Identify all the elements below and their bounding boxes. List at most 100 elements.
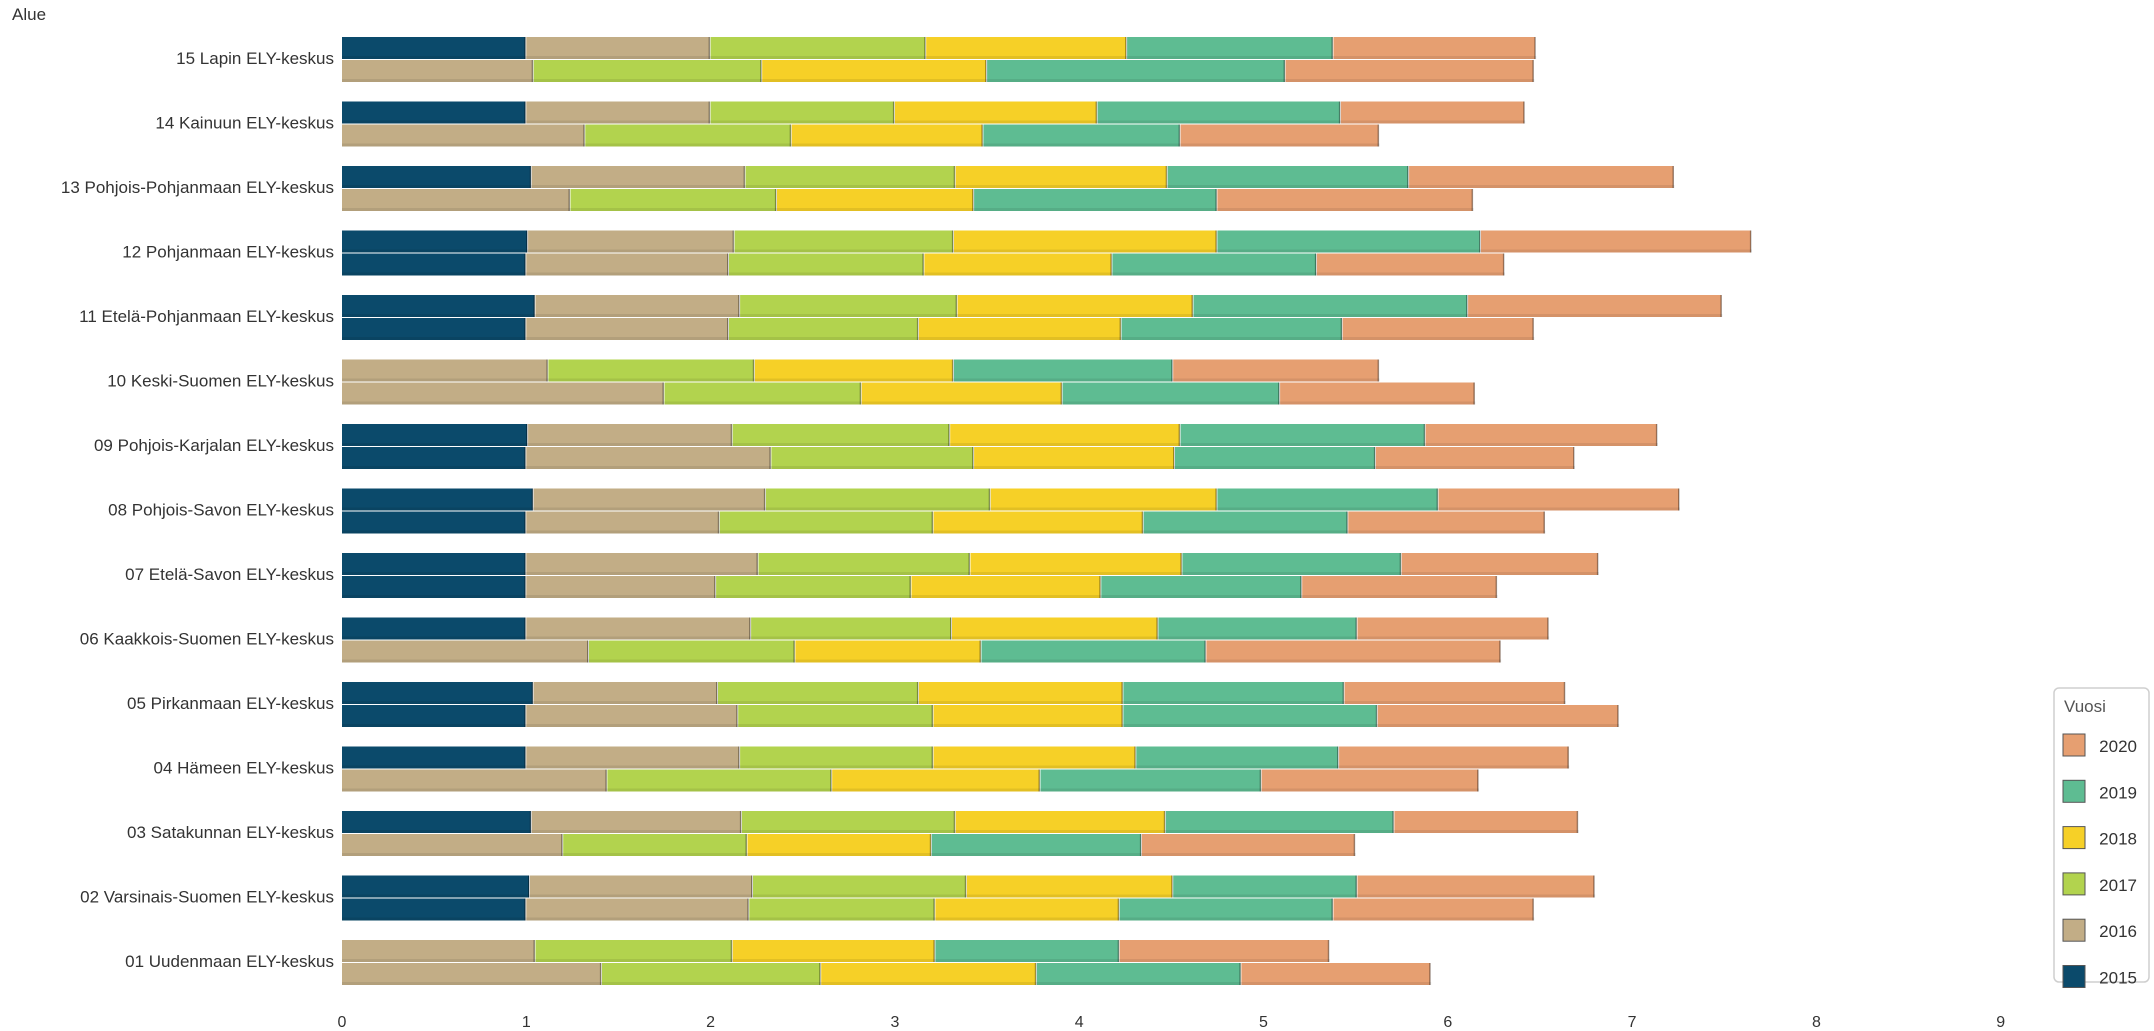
bar-segment-divider	[1436, 488, 1439, 511]
bar-segment-divider	[1543, 511, 1545, 534]
bar-shadow	[342, 337, 1535, 340]
bar-shadow	[342, 982, 1432, 985]
bar-segment-2018	[747, 834, 931, 856]
bar-segment-2016	[530, 875, 752, 898]
bar-segment-divider	[1576, 811, 1579, 833]
bar-segment-divider	[909, 576, 911, 598]
bar-shadow	[342, 572, 1599, 575]
bar-shadow	[342, 659, 1502, 663]
bar-segment-divider	[747, 898, 749, 921]
bar-segment-2018	[933, 511, 1143, 534]
bar-segment-divider	[1720, 295, 1722, 317]
bar-segment-2019	[1180, 424, 1425, 446]
legend-swatch-2019	[2062, 779, 2086, 803]
bar-segment-2015	[342, 553, 526, 575]
bar-segment-divider	[524, 318, 526, 340]
bar-segment-divider	[1532, 60, 1534, 82]
bar-segment-divider	[972, 447, 974, 469]
bar-segment-2019	[1101, 576, 1302, 598]
legend: Vuosi 2020 2019 2018 2017 2016 2015	[2053, 687, 2150, 988]
bar-segment-2020	[1119, 940, 1329, 962]
legend-items: 2020 2019 2018 2017 2016 2015	[2062, 733, 2137, 988]
bar-segment-2018	[732, 940, 935, 962]
bar-segment-divider	[1477, 769, 1479, 792]
bar-segment-divider	[769, 447, 771, 469]
bar-shadow	[342, 466, 1575, 469]
bar-segment-divider	[1563, 682, 1566, 704]
bar-segment-2020	[1438, 488, 1679, 511]
bar-segment-divider	[892, 101, 895, 124]
legend-swatch-2020	[2062, 733, 2086, 757]
category-label: 08 Pohjois-Savon ELY-keskus	[108, 501, 334, 520]
bar-segment-2017	[734, 230, 953, 253]
x-tick-label: 4	[1075, 1014, 1084, 1031]
bar-segment-divider	[1171, 359, 1173, 382]
bar-segment-2017	[716, 576, 911, 598]
bar-segment-2015	[342, 101, 526, 124]
legend-label-2018: 2018	[2099, 830, 2137, 849]
bar-segment-2016	[533, 682, 717, 704]
bar-segment-2020	[1241, 963, 1431, 985]
bar-segment-divider	[531, 488, 534, 511]
bar-segment-divider	[1355, 875, 1357, 898]
bar-segment-2019	[1127, 37, 1333, 59]
bar-segment-2017	[710, 101, 894, 124]
bar-segment-divider	[964, 875, 967, 898]
bar-segment-2015	[342, 166, 531, 188]
bar-segment-2017	[570, 189, 776, 211]
bar-segment-2019	[1121, 318, 1342, 340]
bar-segment-divider	[756, 553, 758, 575]
category-label: 05 Pirkanmaan ELY-keskus	[127, 694, 334, 713]
bar-segment-divider	[819, 963, 821, 985]
bar-segment-divider	[1191, 295, 1193, 317]
bar-segment-divider	[730, 424, 733, 446]
bar-shadow	[342, 401, 1476, 405]
x-tick-label: 5	[1259, 1014, 1268, 1031]
bar-segment-2018	[974, 447, 1174, 469]
legend-swatch-2018	[2062, 826, 2086, 850]
x-tick-label: 6	[1443, 1014, 1452, 1031]
bar-segment-divider	[922, 253, 924, 276]
bar-segment-divider	[524, 705, 526, 727]
bar-segment-divider	[599, 963, 602, 985]
bar-segment-divider	[1215, 189, 1217, 211]
legend-swatch-2015	[2062, 965, 2086, 988]
bar-segment-divider	[1534, 37, 1536, 59]
bar-segment-2015	[342, 37, 526, 59]
bar-segment-divider	[1338, 101, 1341, 124]
bar-segment-2019	[1182, 553, 1401, 575]
bar-segment-2016	[342, 60, 533, 82]
bar-segment-divider	[948, 424, 950, 446]
category-label: 13 Pohjois-Pohjanmaan ELY-keskus	[61, 178, 334, 197]
bar-segment-divider	[743, 166, 746, 188]
bar-segment-2018	[933, 705, 1123, 727]
bar-segment-divider	[1141, 511, 1144, 534]
bar-segment-divider	[968, 553, 970, 575]
bar-segment-2017	[740, 746, 933, 769]
bar-segment-2016	[342, 640, 588, 663]
bar-segment-2015	[342, 705, 526, 727]
bar-segment-2019	[981, 640, 1206, 663]
bar-segment-2016	[342, 963, 601, 985]
bar-segment-2017	[729, 253, 924, 276]
bar-segment-divider	[716, 682, 718, 704]
bar-segment-divider	[736, 705, 738, 727]
category-label: 10 Keski-Suomen ELY-keskus	[107, 372, 334, 391]
bar-segment-divider	[1377, 124, 1380, 147]
bar-shadow	[342, 636, 1550, 640]
bar-segment-divider	[1060, 382, 1063, 405]
bar-segment-2017	[751, 617, 951, 640]
bar-segment-divider	[1156, 617, 1158, 640]
bar-segment-2016	[342, 382, 664, 405]
bar-segment-2015	[342, 617, 526, 640]
bar-segment-divider	[526, 424, 528, 446]
bar-shadow	[342, 530, 1546, 534]
bar-segment-2018	[955, 166, 1167, 188]
bar-segment-2016	[526, 447, 771, 469]
bar-segment-2019	[974, 189, 1217, 211]
bar-segment-divider	[1283, 60, 1286, 82]
bar-segment-2017	[719, 511, 933, 534]
bar-shadow	[342, 443, 1658, 446]
bar-segment-divider	[1337, 746, 1339, 769]
bar-segment-divider	[708, 37, 711, 59]
